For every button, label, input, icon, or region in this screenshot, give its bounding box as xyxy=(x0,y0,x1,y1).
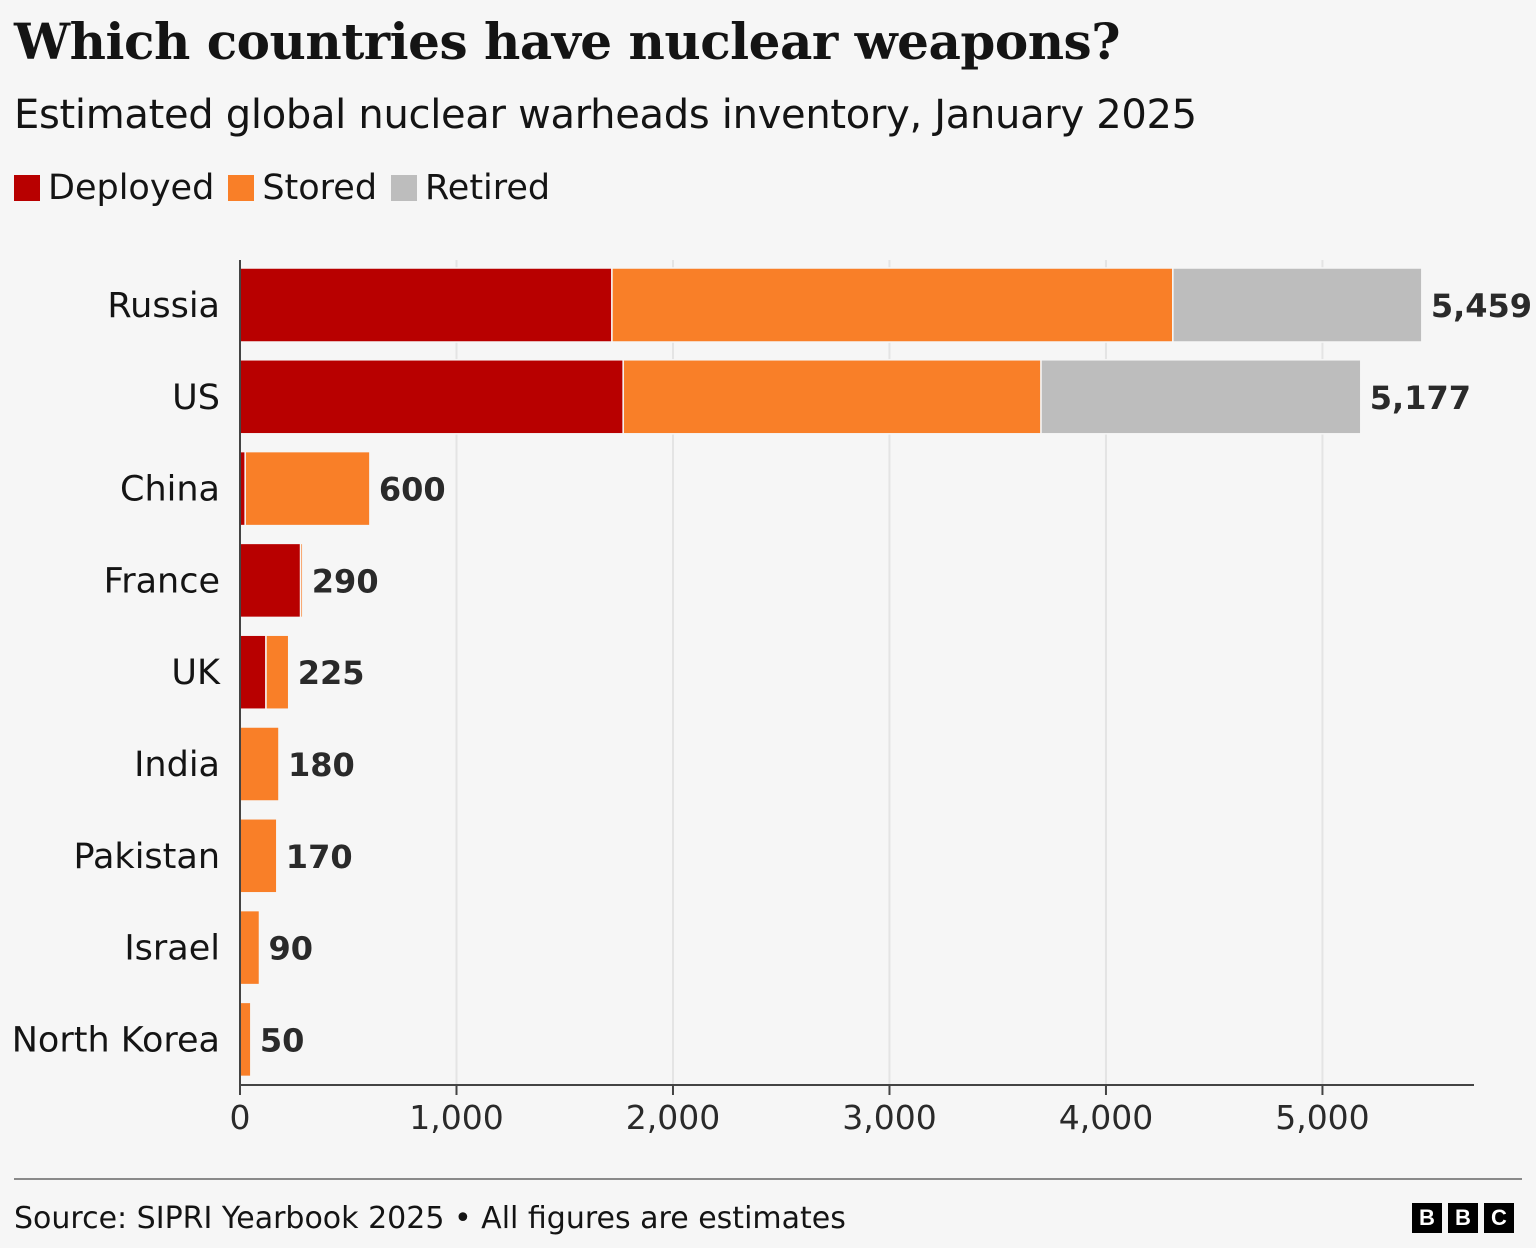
bar-us-deployed xyxy=(239,359,624,435)
bar-pakistan-stored xyxy=(239,818,278,894)
legend-item-deployed: Deployed xyxy=(14,168,214,208)
bar-china-stored xyxy=(244,450,371,527)
legend-label-deployed: Deployed xyxy=(48,168,215,208)
bar-israel-stored xyxy=(239,909,261,986)
x-tick-label-1: 1,000 xyxy=(409,1098,503,1137)
legend-item-retired: Retired xyxy=(391,168,550,208)
legend-swatch-deployed xyxy=(14,175,40,201)
x-tick-label-0: 0 xyxy=(230,1098,251,1137)
bar-north-korea-stored xyxy=(239,1001,252,1078)
total-label-israel: 90 xyxy=(268,930,313,968)
source-note: Source: SIPRI Yearbook 2025 • All figure… xyxy=(14,1201,846,1236)
chart-title: Which countries have nuclear weapons? xyxy=(14,12,1121,71)
x-tick-label-4: 4,000 xyxy=(1059,1098,1153,1137)
category-label-north-korea: North Korea xyxy=(12,1020,220,1060)
legend-swatch-retired xyxy=(391,175,418,201)
bar-chart: Russia 5,459 US 5,177 China 600 France 290 UK 225… xyxy=(12,260,1532,1137)
legend-swatch-stored xyxy=(228,175,255,201)
bar-russia-deployed xyxy=(239,267,613,343)
category-label-us: US xyxy=(172,378,220,418)
logo-letter-b2: B xyxy=(1448,1203,1478,1233)
total-label-india: 180 xyxy=(288,746,355,784)
bar-us-stored xyxy=(622,359,1042,435)
total-label-north-korea: 50 xyxy=(260,1021,305,1059)
legend-label-stored: Stored xyxy=(262,168,378,208)
x-tick-label-3: 3,000 xyxy=(842,1098,936,1137)
total-label-china: 600 xyxy=(379,471,446,509)
total-label-pakistan: 170 xyxy=(286,838,353,876)
logo-letter-b1: B xyxy=(1412,1203,1442,1233)
category-label-israel: Israel xyxy=(124,929,220,969)
legend-label-retired: Retired xyxy=(425,168,551,208)
logo-letter-c: C xyxy=(1484,1203,1514,1233)
bar-uk-stored xyxy=(265,634,290,710)
x-tick-label-2: 2,000 xyxy=(626,1098,720,1137)
bar-india-stored xyxy=(239,726,280,802)
legend: Deployed Stored Retired xyxy=(14,168,564,208)
bbc-logo: B B C xyxy=(1412,1203,1514,1233)
footer-divider xyxy=(14,1178,1522,1180)
category-label-russia: Russia xyxy=(107,286,220,326)
total-label-uk: 225 xyxy=(298,654,365,692)
bar-france-stored xyxy=(299,542,304,619)
x-tick-label-5: 5,000 xyxy=(1275,1098,1369,1137)
legend-item-stored: Stored xyxy=(228,168,377,208)
bar-france-deployed xyxy=(239,542,302,619)
category-label-china: China xyxy=(120,470,220,510)
bar-uk-deployed xyxy=(239,634,267,710)
total-label-russia: 5,459 xyxy=(1431,287,1532,325)
category-label-france: France xyxy=(104,561,220,601)
category-label-pakistan: Pakistan xyxy=(73,837,220,877)
bar-russia-retired xyxy=(1172,267,1423,343)
bar-us-retired xyxy=(1040,359,1362,435)
total-label-us: 5,177 xyxy=(1370,379,1471,417)
total-label-france: 290 xyxy=(312,562,379,600)
chart-subtitle: Estimated global nuclear warheads invent… xyxy=(14,92,1197,138)
category-label-india: India xyxy=(134,745,220,785)
bar-russia-stored xyxy=(611,267,1174,343)
category-label-uk: UK xyxy=(171,653,221,693)
